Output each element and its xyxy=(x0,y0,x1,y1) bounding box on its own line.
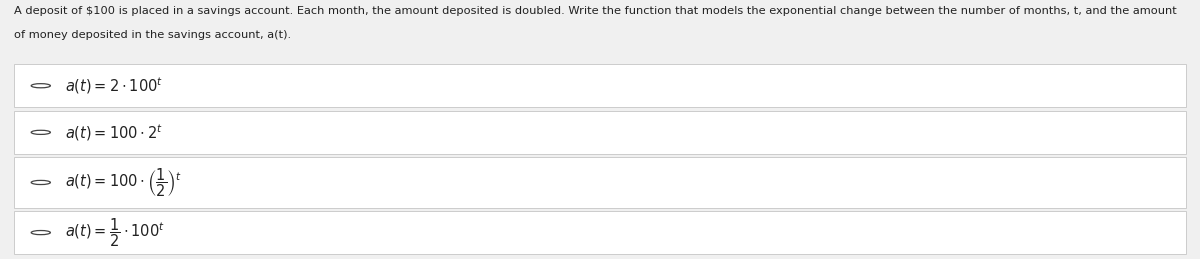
Text: $a(t) = \dfrac{1}{2} \cdot 100^t$: $a(t) = \dfrac{1}{2} \cdot 100^t$ xyxy=(65,216,164,249)
Text: of money deposited in the savings account, a(t).: of money deposited in the savings accoun… xyxy=(14,30,292,40)
FancyBboxPatch shape xyxy=(14,157,1186,208)
Text: $a(t) = 100 \cdot 2^t$: $a(t) = 100 \cdot 2^t$ xyxy=(65,122,163,143)
FancyBboxPatch shape xyxy=(14,111,1186,154)
Circle shape xyxy=(31,231,50,235)
Text: $a(t) = 100 \cdot \left(\dfrac{1}{2}\right)^t$: $a(t) = 100 \cdot \left(\dfrac{1}{2}\rig… xyxy=(65,166,182,199)
Circle shape xyxy=(31,130,50,134)
FancyBboxPatch shape xyxy=(14,64,1186,107)
Text: A deposit of $100 is placed in a savings account. Each month, the amount deposit: A deposit of $100 is placed in a savings… xyxy=(14,6,1177,17)
Text: $a(t) = 2 \cdot 100^t$: $a(t) = 2 \cdot 100^t$ xyxy=(65,75,163,96)
Circle shape xyxy=(31,180,50,184)
FancyBboxPatch shape xyxy=(14,211,1186,254)
Circle shape xyxy=(31,84,50,88)
